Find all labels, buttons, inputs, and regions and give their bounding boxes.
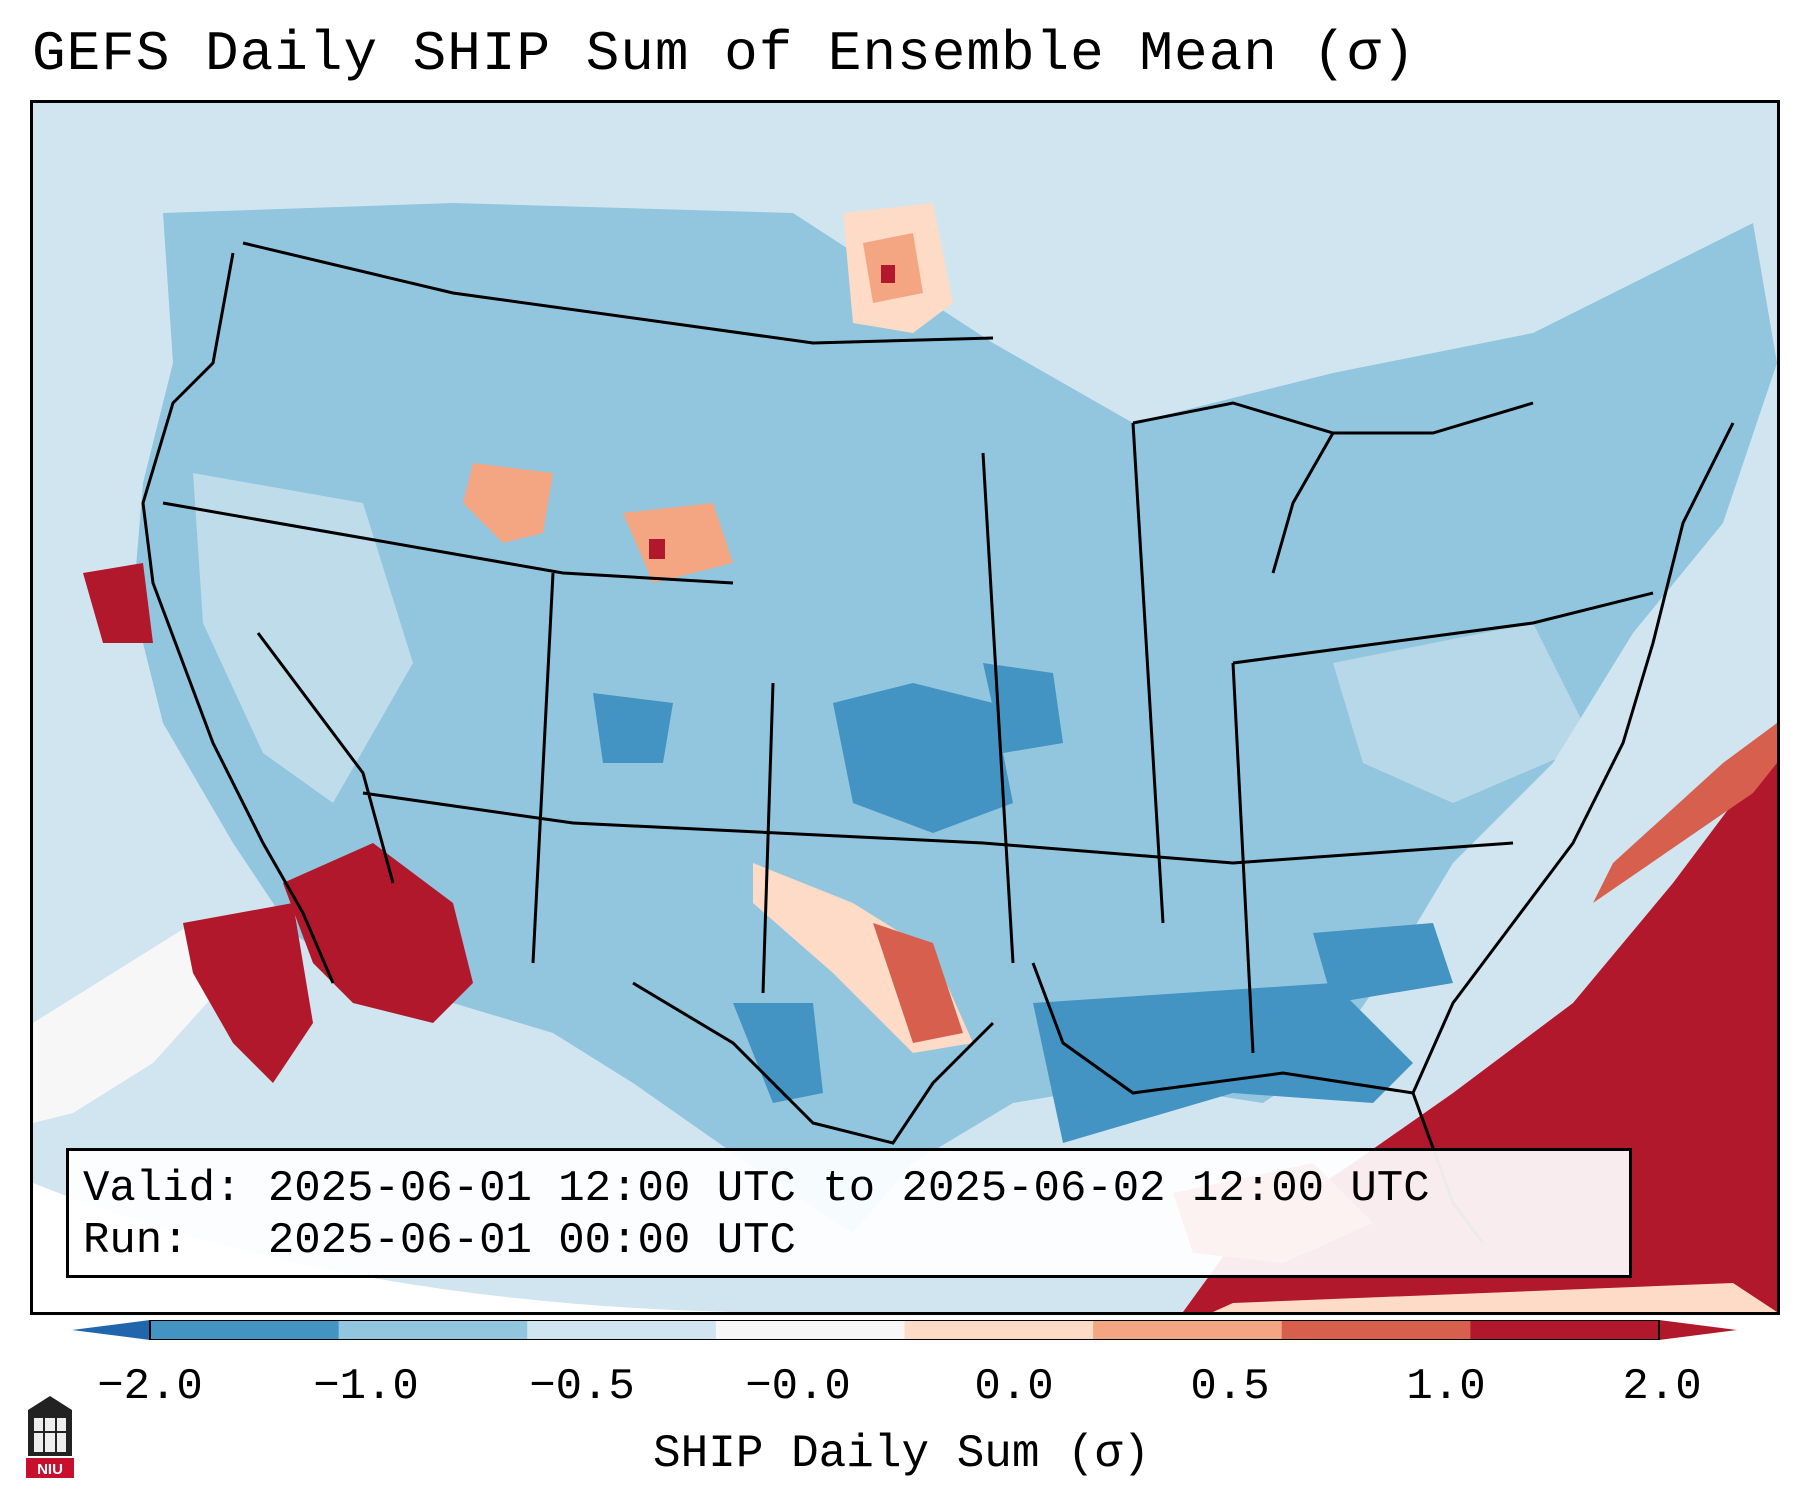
oregon-nevada-line bbox=[162, 501, 734, 585]
colorbar-segment bbox=[1470, 1320, 1660, 1340]
texas-coast bbox=[632, 981, 995, 1145]
map-canvas bbox=[33, 103, 1777, 1312]
gulf-dark-blue bbox=[1033, 983, 1413, 1143]
kansas-dark-blue bbox=[833, 683, 1013, 833]
nevada-line bbox=[256, 632, 395, 884]
colorbar-tick: 2.0 bbox=[1622, 1362, 1702, 1412]
wyoming-max bbox=[649, 539, 665, 559]
info-box: Valid: 2025-06-01 12:00 UTC to 2025-06-0… bbox=[66, 1148, 1632, 1278]
run-time-text: Run: 2025-06-01 00:00 UTC bbox=[83, 1216, 796, 1266]
missouri-dark-blue bbox=[983, 663, 1063, 753]
valid-time-text: Valid: 2025-06-01 12:00 UTC to 2025-06-0… bbox=[83, 1164, 1430, 1214]
boundaries bbox=[141, 241, 1735, 1244]
ohio-line bbox=[1232, 591, 1654, 665]
colorbar-label: SHIP Daily Sum (σ) bbox=[653, 1428, 1150, 1480]
colorbar-tick: −0.5 bbox=[529, 1362, 635, 1412]
colorbar-segments bbox=[150, 1320, 1660, 1340]
west-coast bbox=[141, 252, 335, 984]
colorado-east-line bbox=[761, 682, 775, 994]
mississippi-line bbox=[1131, 422, 1165, 924]
east-coast bbox=[1411, 422, 1735, 1094]
colorbar-tick: −0.0 bbox=[745, 1362, 851, 1412]
atlantic-edge bbox=[1593, 723, 1777, 903]
colorbar-segment bbox=[1281, 1320, 1471, 1340]
wyoming-positive bbox=[623, 503, 733, 583]
baja-max bbox=[183, 903, 313, 1083]
colorbar-segment bbox=[715, 1320, 905, 1340]
gulf-coast bbox=[1031, 962, 1414, 1095]
colorbar-tick: 0.0 bbox=[974, 1362, 1054, 1412]
colorbar-extend-high bbox=[1659, 1320, 1737, 1340]
colorbar bbox=[72, 1320, 1737, 1340]
indiana-line bbox=[1231, 662, 1255, 1054]
colorbar-tick: −1.0 bbox=[313, 1362, 419, 1412]
california-coast-max bbox=[83, 563, 153, 643]
colorbar-segment bbox=[150, 1320, 340, 1340]
colorbar-tick: 0.5 bbox=[1190, 1362, 1270, 1412]
svg-text:NIU: NIU bbox=[37, 1461, 63, 1478]
georgia-dark-blue bbox=[1313, 923, 1453, 1003]
projection-edge bbox=[33, 1183, 733, 1312]
southeast-light-patch bbox=[1333, 623, 1593, 803]
colorbar-tick: 1.0 bbox=[1406, 1362, 1486, 1412]
pacific-neutral-band bbox=[33, 923, 243, 1123]
caribbean-light bbox=[1213, 1283, 1777, 1312]
colorbar-segment bbox=[527, 1320, 717, 1340]
colorbar-segment bbox=[338, 1320, 528, 1340]
colorbar-outline bbox=[149, 1320, 1660, 1340]
colorbar-ticks: −2.0 −1.0 −0.5 −0.0 0.0 0.5 1.0 2.0 bbox=[0, 1362, 1803, 1417]
colorbar-segment bbox=[904, 1320, 1094, 1340]
west-coast-light-patch bbox=[193, 473, 413, 803]
mid-latitude-line bbox=[362, 791, 1514, 865]
oklahoma-positive-core bbox=[873, 923, 963, 1043]
canada-border bbox=[242, 241, 994, 345]
colorbar-extend-low bbox=[72, 1320, 150, 1340]
michigan-line bbox=[1271, 432, 1335, 574]
texas-dark-blue bbox=[733, 1003, 823, 1103]
plains-line bbox=[981, 452, 1015, 964]
colorado-dark-blue bbox=[593, 693, 673, 763]
niu-logo-icon: NIU bbox=[26, 1396, 74, 1478]
map-panel[interactable] bbox=[30, 100, 1780, 1315]
montana-positive bbox=[463, 463, 553, 543]
page-title: GEFS Daily SHIP Sum of Ensemble Mean (σ) bbox=[32, 22, 1417, 86]
colorbar-tick: −2.0 bbox=[97, 1362, 203, 1412]
utah-colorado-line bbox=[531, 572, 555, 964]
saskatchewan-max bbox=[881, 265, 895, 283]
colorbar-segment bbox=[1093, 1320, 1283, 1340]
